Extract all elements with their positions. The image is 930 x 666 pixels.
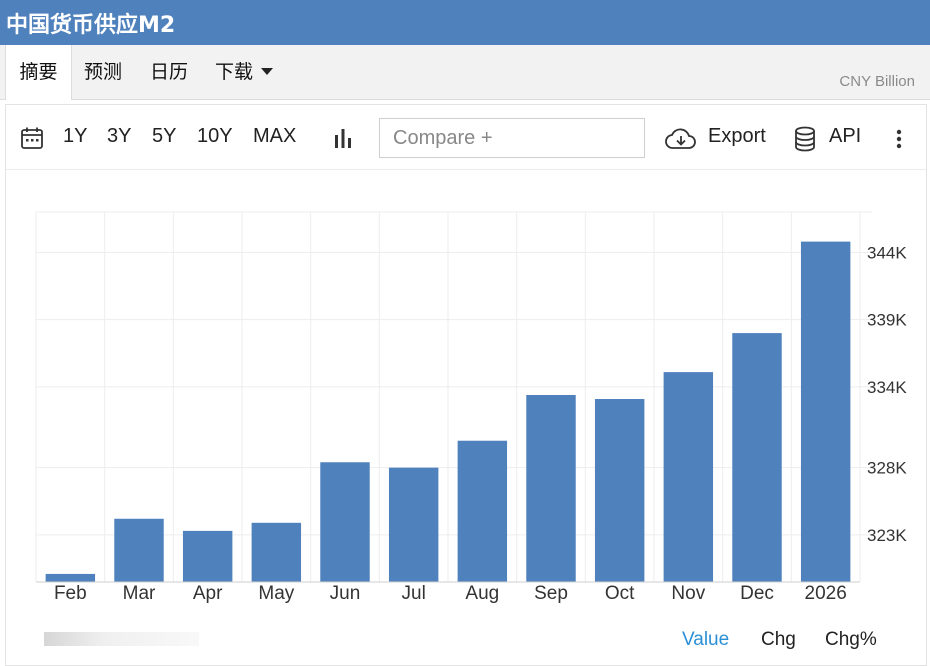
tab-calendar[interactable]: 日历 (150, 61, 189, 83)
bar (388, 467, 439, 582)
bar (663, 372, 714, 582)
tab-bar: 摘要 预测 日历 下载 (0, 45, 930, 100)
range-3y-button[interactable]: 3Y (107, 125, 132, 147)
x-tick-label: Jul (402, 583, 426, 604)
footer-tab-chg[interactable]: Chg (761, 629, 796, 650)
tab-download-label: 下载 (215, 61, 254, 83)
source-note-blurred (44, 632, 199, 646)
bar (114, 518, 164, 582)
x-tick-label: Mar (123, 583, 156, 604)
bar-chart-icon[interactable] (333, 127, 353, 155)
bar (594, 399, 645, 582)
api-button[interactable]: API (829, 125, 862, 147)
caret-down-icon (261, 67, 274, 75)
tab-download[interactable]: 下载 (215, 45, 274, 99)
bar (457, 440, 508, 582)
bar (320, 462, 370, 582)
range-max-button[interactable]: MAX (253, 125, 297, 147)
header-bar: 中国货币供应M2 (0, 0, 930, 45)
x-tick-label: Jun (330, 583, 361, 604)
chart-toolbar: 1Y 3Y 5Y 10Y MAX Compare + Export API (6, 105, 926, 170)
bar (182, 530, 233, 582)
bar (800, 241, 851, 582)
database-icon[interactable] (794, 126, 816, 158)
y-tick-label: 334K (867, 378, 907, 397)
y-tick-label: 339K (867, 311, 907, 330)
x-tick-label: 2026 (805, 583, 847, 604)
y-tick-label: 323K (867, 526, 907, 545)
more-vertical-icon[interactable] (896, 129, 902, 155)
bar (526, 394, 576, 582)
calendar-icon[interactable] (20, 126, 44, 156)
tab-summary[interactable]: 摘要 (5, 45, 72, 100)
y-tick-label: 328K (867, 459, 907, 478)
range-1y-button[interactable]: 1Y (63, 125, 88, 147)
cloud-download-icon[interactable] (665, 128, 697, 156)
x-tick-label: Aug (465, 583, 499, 604)
bar (251, 522, 302, 582)
x-tick-label: Apr (193, 583, 223, 604)
x-tick-label: Dec (740, 583, 774, 604)
x-tick-label: May (258, 583, 294, 604)
footer-tab-value[interactable]: Value (682, 629, 730, 650)
y-tick-label: 344K (867, 243, 907, 262)
x-tick-label: Oct (605, 583, 635, 604)
x-tick-label: Feb (54, 583, 87, 604)
range-10y-button[interactable]: 10Y (197, 125, 233, 147)
compare-input[interactable]: Compare + (379, 118, 645, 158)
x-tick-label: Nov (671, 583, 705, 604)
tab-forecast[interactable]: 预测 (84, 61, 123, 83)
export-button[interactable]: Export (708, 125, 766, 147)
range-5y-button[interactable]: 5Y (152, 125, 177, 147)
page-title: 中国货币供应M2 (6, 13, 176, 38)
unit-label: CNY Billion (839, 73, 915, 90)
footer-tab-chg-percent[interactable]: Chg% (825, 629, 877, 650)
bar (732, 333, 782, 582)
bar (45, 573, 96, 582)
x-tick-label: Sep (534, 583, 568, 604)
